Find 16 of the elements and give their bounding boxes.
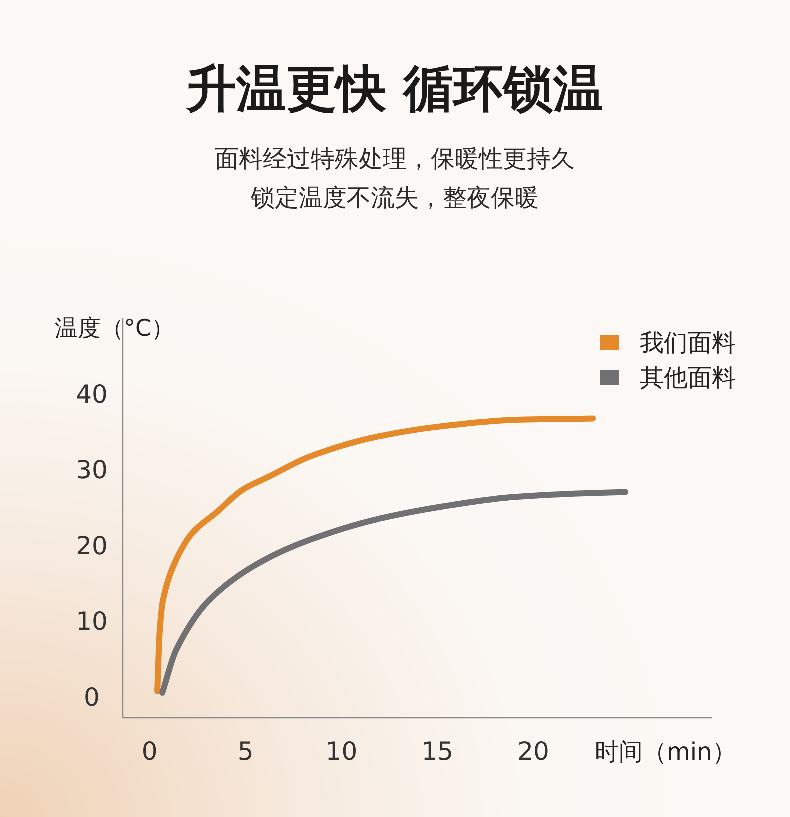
x-tick-label: 5 bbox=[238, 737, 254, 766]
x-tick-label: 0 bbox=[142, 737, 158, 766]
y-tick-label: 20 bbox=[76, 531, 108, 560]
y-axis-title: 温度（°C） bbox=[55, 316, 175, 342]
y-tick-label: 0 bbox=[84, 682, 100, 712]
y-tick-label: 10 bbox=[76, 607, 108, 636]
x-tick-label: 15 bbox=[422, 737, 454, 766]
x-tick-label: 10 bbox=[326, 737, 358, 766]
y-tick-label: 30 bbox=[76, 456, 108, 485]
y-tick-label: 40 bbox=[76, 380, 108, 409]
chart-title: 升温更快 循环锁温 bbox=[185, 60, 604, 118]
x-axis-title: 时间（min） bbox=[595, 738, 736, 766]
x-tick-label: 20 bbox=[518, 737, 550, 766]
legend-label: 我们面料 bbox=[640, 329, 736, 357]
legend-label: 其他面料 bbox=[640, 364, 736, 392]
chart-subtitle: 面料经过特殊处理，保暖性更持久锁定温度不流失，整夜保暖 bbox=[214, 144, 576, 214]
